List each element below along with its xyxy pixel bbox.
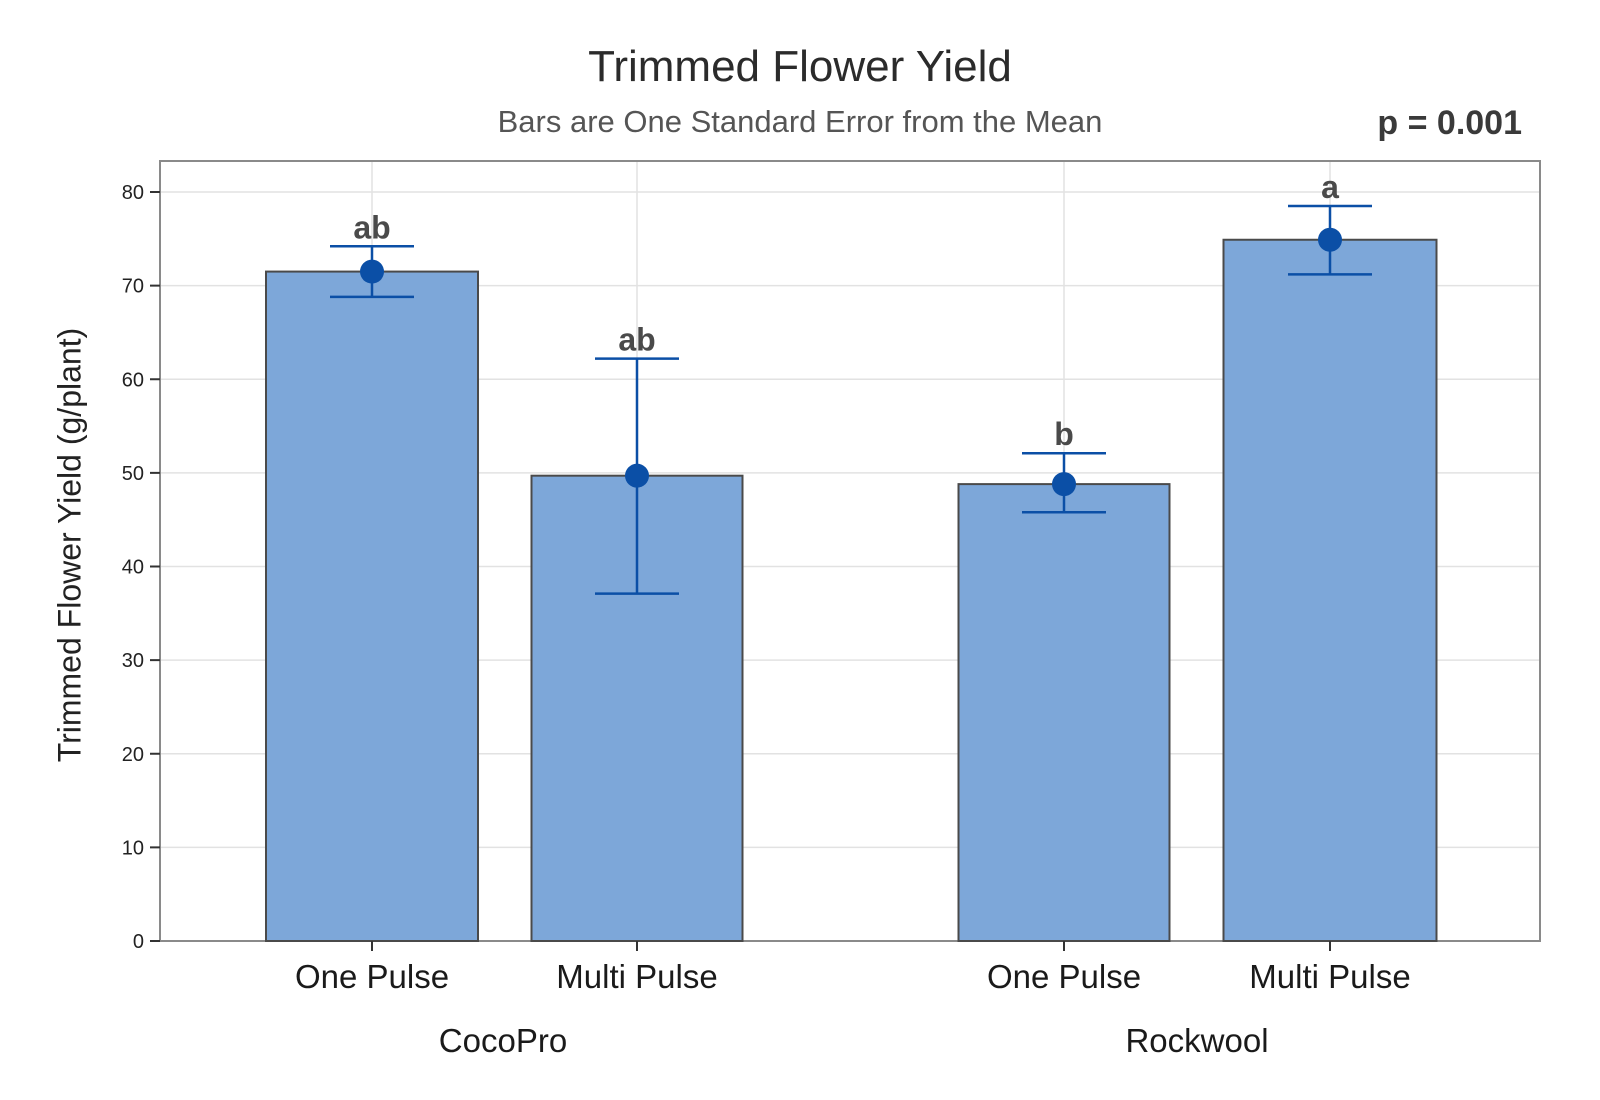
significance-letter: ab xyxy=(353,209,390,245)
y-tick-label: 10 xyxy=(122,837,144,859)
mean-point xyxy=(1318,227,1342,252)
y-tick-label: 30 xyxy=(122,650,144,672)
mean-point xyxy=(1052,472,1076,497)
bar xyxy=(1222,238,1438,942)
mean-point xyxy=(625,463,649,488)
bar xyxy=(265,270,479,942)
category-label: One Pulse xyxy=(987,958,1141,995)
y-tick-label: 40 xyxy=(122,557,144,579)
significance-letter: ab xyxy=(618,322,655,358)
mean-point xyxy=(360,259,384,284)
category-label: One Pulse xyxy=(295,958,449,995)
category-label: Multi Pulse xyxy=(556,958,717,995)
y-tick-label: 60 xyxy=(122,369,144,391)
p-value-annotation: p = 0.001 xyxy=(1377,104,1522,142)
category-label: Multi Pulse xyxy=(1249,958,1410,995)
chart-subtitle: Bars are One Standard Error from the Mea… xyxy=(497,104,1103,139)
bar xyxy=(957,483,1171,942)
y-tick-label: 0 xyxy=(133,931,144,953)
plot-frame xyxy=(159,160,1541,942)
y-tick-label: 50 xyxy=(122,463,144,485)
group-label: CocoPro xyxy=(439,1022,567,1059)
chart-title: Trimmed Flower Yield xyxy=(588,42,1012,91)
group-label: Rockwool xyxy=(1125,1022,1268,1059)
y-tick-label: 80 xyxy=(122,182,144,204)
significance-letter: b xyxy=(1054,416,1074,452)
y-tick-label: 20 xyxy=(122,744,144,766)
significance-letter: a xyxy=(1321,169,1339,205)
y-tick-label: 70 xyxy=(122,276,144,298)
